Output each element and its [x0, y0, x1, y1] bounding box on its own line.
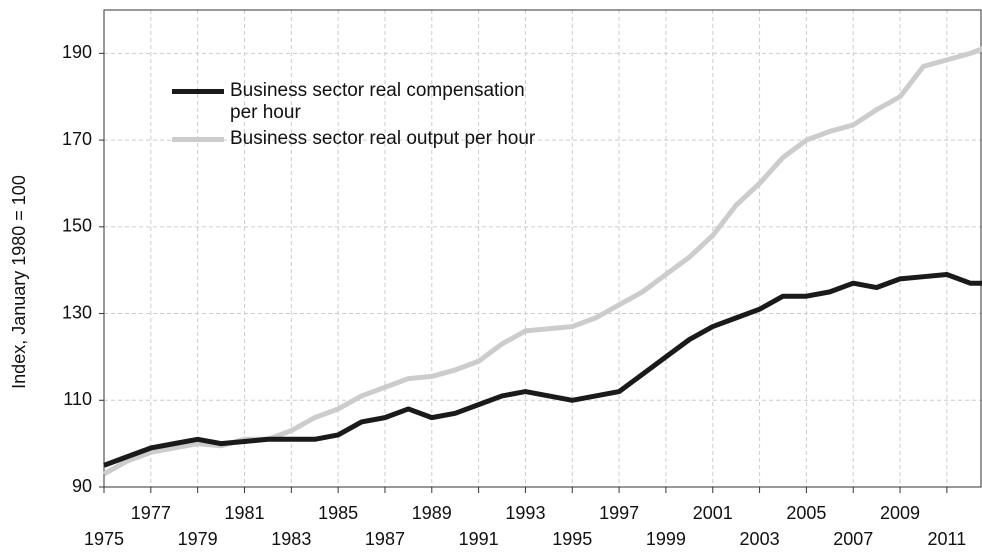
y-tick-label: 110: [63, 389, 92, 409]
x-tick-label: 1997: [599, 503, 639, 523]
y-tick-label: 130: [62, 302, 92, 322]
plot-frame: [103, 9, 982, 488]
line-series: [103, 272, 982, 468]
x-tick-label: 1979: [178, 529, 218, 549]
x-tick-label: 1981: [224, 503, 264, 523]
x-tick-label: 1999: [646, 529, 686, 549]
x-tick-label: 1975: [84, 529, 124, 549]
y-tick-label: 90: [72, 476, 92, 496]
x-tick-label: 1987: [365, 529, 405, 549]
legend-label: Business sector real compensation per ho…: [230, 80, 525, 123]
x-tick-label: 1983: [271, 529, 311, 549]
y-tick-label: 150: [62, 216, 92, 236]
legend-item: Business sector real output per hour: [172, 128, 550, 150]
legend-item: Business sector real compensation per ho…: [172, 80, 550, 124]
x-tick-label: 1993: [505, 503, 545, 523]
x-tick-label: 2001: [693, 503, 733, 523]
x-tick-label: 2005: [786, 503, 826, 523]
x-tick-label: 1989: [412, 503, 452, 523]
x-tick-label: 2011: [928, 529, 967, 549]
x-tick-label: 1985: [318, 503, 358, 523]
x-tick-label: 1977: [131, 503, 171, 523]
legend: Business sector real compensation per ho…: [172, 80, 550, 154]
y-axis-label: Index, January 1980 = 100: [9, 175, 29, 389]
x-tick-label: 2003: [740, 529, 780, 549]
y-tick-label: 190: [62, 42, 92, 62]
legend-swatch: [172, 89, 224, 94]
x-tick-label: 1991: [459, 529, 499, 549]
x-tick-label: 2009: [880, 503, 920, 523]
y-tick-label: 170: [62, 129, 92, 149]
x-tick-label: 2007: [833, 529, 873, 549]
x-tick-label: 1995: [552, 529, 592, 549]
legend-swatch: [172, 137, 224, 142]
legend-label: Business sector real output per hour: [230, 128, 536, 149]
